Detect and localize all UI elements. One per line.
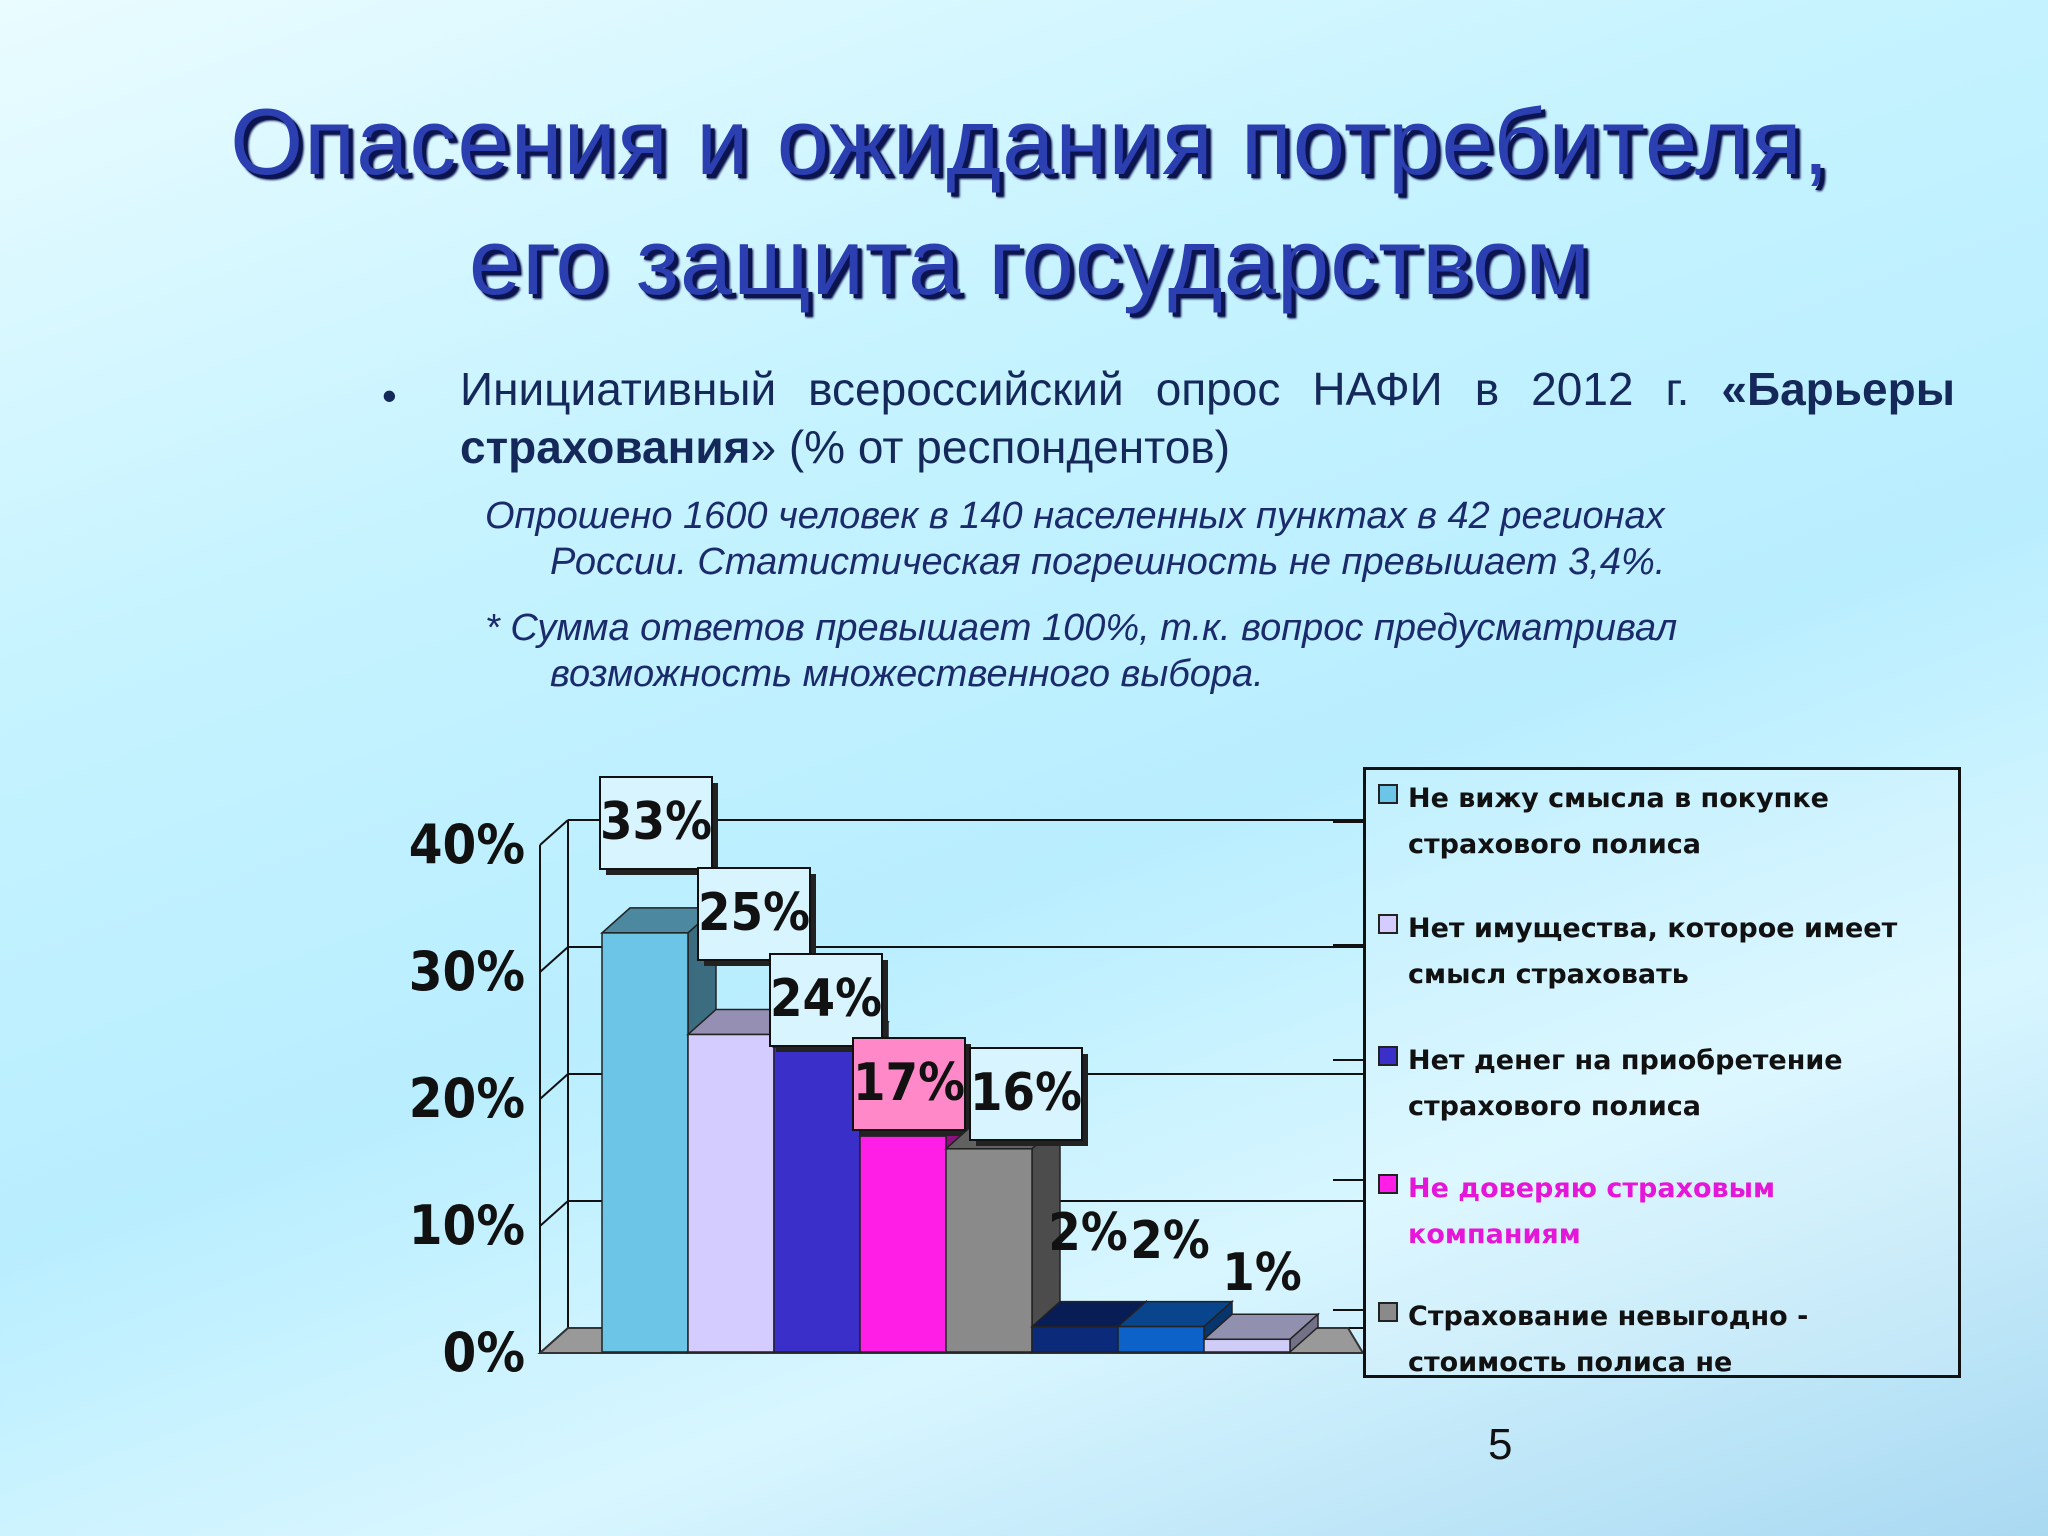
legend-label: Страхование невыгодно - стоимость полиса… — [1408, 1301, 1809, 1378]
data-label-box — [697, 867, 811, 961]
sample-note: Опрошено 1600 человек в 140 населенных п… — [485, 493, 1955, 585]
y-tick-label: 0% — [443, 1321, 525, 1384]
survey-intro: Инициативный всероссийский опрос НАФИ в … — [460, 363, 1690, 415]
data-label-box — [769, 953, 883, 1047]
bar — [601, 932, 689, 1353]
gridline-depth — [539, 819, 569, 846]
y-tick-label: 40% — [409, 813, 525, 876]
legend-swatch — [1378, 784, 1398, 804]
bar — [687, 1033, 775, 1353]
legend-label: Не вижу смысла в покупке страхового поли… — [1408, 783, 1829, 860]
data-label: 17% — [853, 1053, 965, 1113]
survey-description: Инициативный всероссийский опрос НАФИ в … — [460, 360, 1955, 476]
sum-note-line-1: * Сумма ответов превышает 100%, т.к. воп… — [485, 607, 1678, 649]
data-label: 33% — [600, 792, 712, 852]
chart-legend: Не вижу смысла в покупке страхового поли… — [1363, 767, 1961, 1378]
gridline-depth — [539, 946, 569, 973]
data-label: 1% — [1222, 1243, 1301, 1303]
sum-note-line-2: возможность множественного выбора. — [550, 653, 1264, 695]
slide-title-line-1: Опасения и ожидания потребителя, — [230, 89, 1830, 194]
bar — [945, 1148, 1033, 1353]
bullet-icon: • — [382, 372, 397, 419]
bar — [1203, 1338, 1291, 1353]
data-label: 2% — [1130, 1211, 1209, 1271]
legend-label: Нет денег на приобретение страхового пол… — [1408, 1045, 1843, 1122]
data-label-box — [852, 1037, 966, 1131]
sample-note-line-2: России. Статистическая погрешность не пр… — [550, 541, 1666, 583]
page-number: 5 — [1488, 1420, 1513, 1469]
sample-note-line-1: Опрошено 1600 человек в 140 населенных п… — [485, 495, 1665, 537]
gridline-depth — [539, 1200, 569, 1227]
legend-swatch — [1378, 1174, 1398, 1194]
bar — [1117, 1325, 1205, 1353]
sum-note: * Сумма ответов превышает 100%, т.к. воп… — [485, 605, 1955, 697]
y-tick-label: 20% — [409, 1067, 525, 1130]
survey-name: «Барьеры страхования — [460, 363, 1955, 473]
y-tick-label: 10% — [409, 1194, 525, 1257]
legend-swatch — [1378, 1046, 1398, 1066]
survey-suffix: » (% от респондентов) — [750, 421, 1231, 473]
legend-label: Не доверяю страховым компаниям — [1408, 1173, 1776, 1250]
bar — [859, 1135, 947, 1353]
data-label: 16% — [970, 1063, 1082, 1123]
y-tick-label: 30% — [409, 940, 525, 1003]
data-label-box — [969, 1047, 1083, 1141]
bar — [773, 1046, 861, 1353]
bar — [1031, 1325, 1119, 1353]
gridline-depth — [539, 1073, 569, 1100]
data-label-box — [599, 776, 713, 870]
slide-title-line-2: его защита государством — [468, 209, 1592, 314]
legend-swatch — [1378, 914, 1398, 934]
data-label: 25% — [698, 883, 810, 943]
data-label: 2% — [1048, 1203, 1127, 1263]
legend-label: Нет имущества, которое имеет смысл страх… — [1408, 913, 1898, 990]
legend-swatch — [1378, 1302, 1398, 1322]
data-label: 24% — [770, 969, 882, 1029]
